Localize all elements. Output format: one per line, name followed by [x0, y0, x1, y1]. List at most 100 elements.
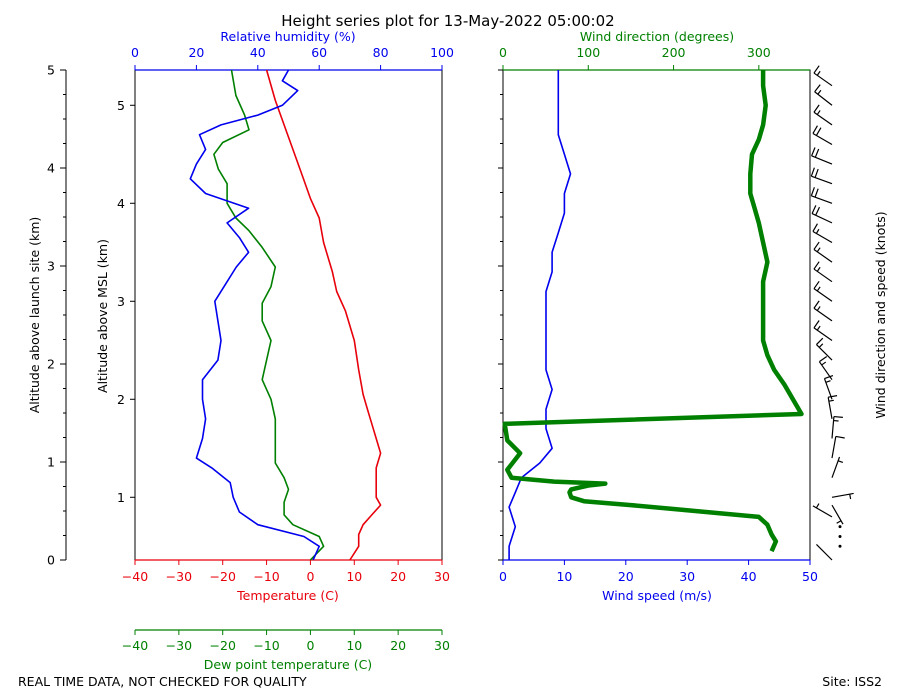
temperature-tick-label: −40	[122, 569, 148, 584]
wind-direction-tick-label: 100	[576, 45, 600, 60]
wind-barb-shaft	[812, 230, 833, 243]
wind-speed-line	[508, 70, 572, 560]
temperature-tick-label: 20	[390, 569, 406, 584]
dew-point-temperature-line	[213, 69, 325, 561]
dewpoint-tick-label: −40	[122, 638, 148, 653]
wind-barb-shaft	[813, 111, 833, 126]
launch-altitude-tick-label: 0	[47, 553, 55, 568]
barb-axis-title: Wind direction and speed (knots)	[873, 211, 888, 418]
wind-barb-shaft	[816, 544, 833, 561]
wind-barb-full	[833, 415, 843, 418]
wind-direction-line	[502, 70, 804, 553]
wind-barb-full	[813, 65, 820, 74]
relative-humidity-line	[189, 69, 321, 561]
temperature-tick-label: 0	[306, 569, 314, 584]
msl-altitude-tick-label: 3	[117, 294, 125, 309]
wind-barb-shaft	[813, 248, 833, 263]
rh-tick-label: 100	[430, 45, 454, 60]
wind-barb-half	[817, 89, 822, 95]
wind-barb-full	[819, 356, 828, 363]
wind-barb-half	[816, 286, 821, 292]
wind-barb-full	[828, 395, 838, 398]
wind-speed-tick-label: 40	[741, 569, 757, 584]
wind-barb-full	[812, 223, 818, 232]
left-plot-frame	[134, 69, 443, 561]
quality-disclaimer: REAL TIME DATA, NOT CHECKED FOR QUALITY	[18, 674, 307, 689]
wind-barb-shaft	[818, 361, 833, 381]
wind-barb-full	[835, 435, 845, 439]
wind-barb-full	[824, 374, 834, 380]
temperature-tick-label: −30	[166, 569, 192, 584]
dewpoint-axis-title: Dew point temperature (C)	[204, 657, 372, 672]
wind-barb-full	[813, 241, 820, 250]
wind-barb-calm	[838, 525, 842, 529]
wind-barb-half	[816, 325, 821, 331]
msl-altitude-tick-label: 5	[117, 98, 125, 113]
wind-barb-full	[813, 320, 820, 329]
altitude-msl-axis-title: Altitude above MSL (km)	[95, 239, 110, 393]
wind-barb-half	[815, 503, 820, 509]
wind-barb-shaft	[811, 175, 833, 185]
temperature-tick-label: 30	[434, 569, 450, 584]
dewpoint-tick-label: 0	[306, 638, 314, 653]
dewpoint-tick-label: 20	[390, 638, 406, 653]
msl-altitude-tick-label: 4	[117, 196, 125, 211]
wind-barb-half	[816, 70, 821, 76]
wind-barb-full	[815, 206, 821, 216]
wind-speed-tick-label: 50	[802, 569, 818, 584]
wind-barb-half	[816, 247, 821, 253]
rh-tick-label: 60	[311, 45, 327, 60]
wind-barb-full	[814, 188, 819, 198]
wind-barb-calm	[838, 544, 842, 548]
wind-barb-half	[821, 361, 827, 366]
temperature-tick-label: −10	[253, 569, 279, 584]
wind-direction-axis-title: Wind direction (degrees)	[580, 29, 734, 44]
wind-barb-half	[816, 266, 821, 272]
launch-altitude-tick-label: 2	[47, 357, 55, 372]
dewpoint-tick-label: −30	[166, 638, 192, 653]
rh-tick-label: 80	[373, 45, 389, 60]
dewpoint-tick-label: 30	[434, 638, 450, 653]
launch-altitude-tick-label: 4	[47, 161, 55, 176]
wind-barb-half	[816, 306, 821, 311]
temperature-line	[265, 69, 382, 561]
wind-barb-shaft	[812, 505, 833, 518]
rh-tick-label: 20	[188, 45, 204, 60]
wind-barb-full	[810, 187, 815, 196]
wind-speed-tick-label: 10	[556, 569, 572, 584]
dewpoint-tick-label: 10	[346, 638, 362, 653]
wind-barb-shaft	[831, 436, 837, 459]
wind-barb-full	[813, 300, 820, 309]
msl-altitude-tick-label: 1	[117, 490, 125, 505]
wind-barb-full	[813, 104, 820, 113]
wind-barb-shaft	[811, 195, 833, 204]
site-label: Site: ISS2	[822, 674, 882, 689]
wind-barb-half	[836, 520, 842, 524]
wind-barb-full	[810, 167, 815, 177]
wind-barb-full	[813, 280, 820, 290]
wind-barb-half	[815, 228, 820, 234]
launch-altitude-tick-label: 5	[47, 63, 55, 78]
wind-barb-shaft	[831, 456, 841, 478]
temperature-tick-label: 10	[346, 569, 362, 584]
wind-barb-shaft	[813, 288, 833, 302]
wind-barb-half	[816, 110, 821, 115]
rh-tick-label: 0	[131, 45, 139, 60]
dewpoint-tick-label: −10	[253, 638, 279, 653]
wind-barb-shaft	[813, 72, 833, 87]
wind-barb-shaft	[813, 268, 833, 283]
wind-direction-tick-label: 0	[499, 45, 507, 60]
wind-barb-half	[837, 460, 844, 464]
temperature-axis-title: Temperature (C)	[236, 588, 339, 603]
dewpoint-tick-label: −20	[210, 638, 236, 653]
wind-barb-shaft	[813, 327, 833, 341]
wind-speed-tick-label: 0	[499, 569, 507, 584]
temperature-tick-label: −20	[210, 569, 236, 584]
wind-direction-tick-label: 300	[747, 45, 771, 60]
wind-barb-full	[812, 125, 818, 134]
wind-barb-full	[815, 127, 822, 136]
wind-barb-half	[828, 399, 834, 402]
rh-tick-label: 40	[250, 45, 266, 60]
altitude-launch-axis-title: Altitude above launch site (km)	[27, 217, 42, 414]
wind-barb-shaft	[813, 307, 833, 322]
